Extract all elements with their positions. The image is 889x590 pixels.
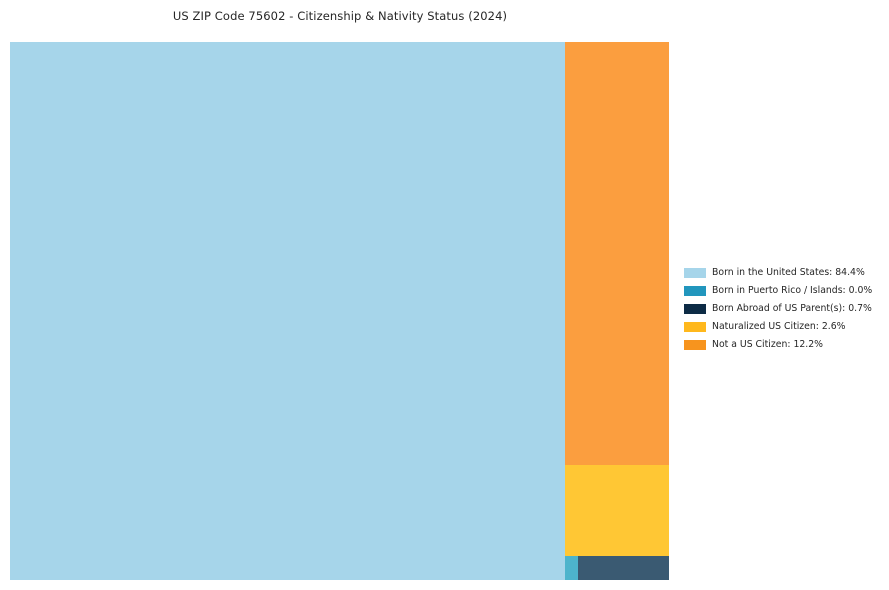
treemap-tile-not-a-us-citizen[interactable] [565, 42, 669, 465]
legend-item-label: Not a US Citizen: 12.2% [712, 339, 823, 350]
legend-item-born-in-puerto-rico-islands[interactable]: Born in Puerto Rico / Islands: 0.0% [684, 282, 884, 300]
legend-item-not-a-us-citizen[interactable]: Not a US Citizen: 12.2% [684, 336, 884, 354]
legend-swatch-icon [684, 340, 706, 350]
treemap-tile-naturalized-us-citizen[interactable] [565, 465, 669, 556]
chart-legend: Born in the United States: 84.4% Born in… [684, 264, 884, 354]
treemap-plot-area [10, 42, 669, 580]
legend-item-label: Born in the United States: 84.4% [712, 267, 865, 278]
legend-item-born-in-the-united-states[interactable]: Born in the United States: 84.4% [684, 264, 884, 282]
chart-title: US ZIP Code 75602 - Citizenship & Nativi… [172, 9, 508, 23]
legend-item-born-abroad-of-us-parents[interactable]: Born Abroad of US Parent(s): 0.7% [684, 300, 884, 318]
legend-swatch-icon [684, 322, 706, 332]
legend-swatch-icon [684, 304, 706, 314]
legend-item-label: Born in Puerto Rico / Islands: 0.0% [712, 285, 873, 296]
legend-item-label: Born Abroad of US Parent(s): 0.7% [712, 303, 872, 314]
treemap-tile-born-in-the-united-states[interactable] [10, 42, 565, 580]
treemap-tile-born-in-puerto-rico-islands[interactable] [565, 556, 578, 580]
legend-item-naturalized-us-citizen[interactable]: Naturalized US Citizen: 2.6% [684, 318, 884, 336]
legend-item-label: Naturalized US Citizen: 2.6% [712, 321, 846, 332]
legend-swatch-icon [684, 268, 706, 278]
legend-swatch-icon [684, 286, 706, 296]
treemap-tile-born-abroad-of-us-parents[interactable] [578, 556, 669, 580]
